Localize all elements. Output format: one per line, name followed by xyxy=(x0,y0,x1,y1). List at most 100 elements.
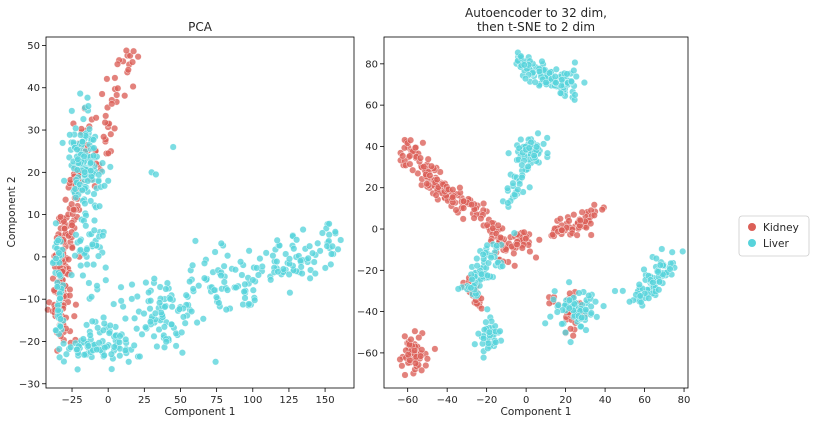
tsne-point-liver xyxy=(567,338,575,346)
tsne-point-kidney xyxy=(480,200,488,208)
tsne-point-kidney xyxy=(569,332,577,340)
pca-point-kidney xyxy=(103,75,111,83)
tsne-point-kidney xyxy=(578,208,586,216)
tsne-point-liver xyxy=(533,143,541,151)
tsne-point-liver xyxy=(563,70,571,78)
tsne-point-liver xyxy=(656,261,664,269)
pca-point-liver xyxy=(72,231,80,239)
pca-x-tick-label: 50 xyxy=(174,395,187,406)
pca-point-liver xyxy=(249,276,257,284)
pca-point-liver xyxy=(84,177,92,185)
pca-point-liver xyxy=(121,347,129,355)
pca-point-liver xyxy=(168,303,176,311)
pca-point-liver xyxy=(56,353,64,361)
pca-point-liver xyxy=(267,276,275,284)
pca-y-tick-label: 0 xyxy=(34,252,40,263)
pca-point-kidney xyxy=(98,90,106,98)
pca-point-liver xyxy=(297,263,305,271)
tsne-point-liver xyxy=(538,57,546,65)
tsne-point-liver xyxy=(619,287,627,295)
pca-point-kidney xyxy=(108,100,116,108)
tsne-point-kidney xyxy=(598,206,606,214)
tsne-point-liver xyxy=(546,313,554,321)
pca-point-liver xyxy=(168,320,176,328)
pca-point-liver xyxy=(285,270,293,278)
tsne-point-kidney xyxy=(452,206,460,214)
pca-point-liver xyxy=(274,268,282,276)
pca-y-axis-label: Component 2 xyxy=(6,177,18,248)
pca-point-liver xyxy=(68,271,76,279)
pca-point-liver xyxy=(52,254,60,262)
tsne-point-kidney xyxy=(414,169,422,177)
tsne-point-liver xyxy=(543,134,551,142)
pca-point-liver xyxy=(156,299,164,307)
tsne-point-kidney xyxy=(587,231,595,239)
tsne-point-kidney xyxy=(470,214,478,222)
tsne-point-liver xyxy=(544,149,552,157)
tsne-point-liver xyxy=(649,279,657,287)
pca-point-liver xyxy=(93,346,101,354)
tsne-y-axis: −60 −40 −20 0 20 40 60 80 xyxy=(357,59,384,359)
pca-point-liver xyxy=(73,346,81,354)
pca-point-liver xyxy=(325,231,333,239)
pca-point-liver xyxy=(95,202,103,210)
tsne-point-liver xyxy=(493,242,501,250)
tsne-point-kidney xyxy=(526,247,534,255)
tsne-x-tick-label: 80 xyxy=(678,395,691,406)
tsne-point-liver xyxy=(626,298,634,306)
pca-point-kidney xyxy=(130,47,138,55)
pca-point-liver xyxy=(152,170,160,178)
tsne-point-kidney xyxy=(570,211,578,219)
tsne-point-liver xyxy=(565,278,573,286)
pca-point-liver xyxy=(161,303,169,311)
pca-point-liver xyxy=(182,291,190,299)
pca-point-kidney xyxy=(124,66,132,74)
pca-point-liver xyxy=(282,250,290,258)
pca-x-tick-label: 25 xyxy=(138,395,151,406)
pca-point-liver xyxy=(337,236,345,244)
legend-label-liver: Liver xyxy=(763,238,789,250)
pca-point-liver xyxy=(138,330,146,338)
pca-point-liver xyxy=(100,182,108,190)
pca-point-liver xyxy=(217,239,225,247)
tsne-title-line: Autoencoder to 32 dim, xyxy=(465,6,607,20)
tsne-point-liver xyxy=(656,278,664,286)
tsne-point-kidney xyxy=(409,166,417,174)
pca-point-kidney xyxy=(134,53,142,61)
tsne-point-kidney xyxy=(411,347,419,355)
pca-point-liver xyxy=(81,199,89,207)
legend-marker-kidney xyxy=(748,223,756,231)
tsne-point-liver xyxy=(635,281,643,289)
pca-point-liver xyxy=(76,90,84,98)
pca-x-tick-label: 75 xyxy=(210,395,223,406)
tsne-point-liver xyxy=(498,262,506,270)
tsne-panel: Autoencoder to 32 dim, then t-SNE to 2 di… xyxy=(357,6,691,418)
pca-point-liver xyxy=(286,255,294,263)
tsne-point-liver xyxy=(471,340,479,348)
pca-point-liver xyxy=(100,314,108,322)
pca-point-liver xyxy=(83,245,91,253)
pca-point-liver xyxy=(94,252,102,260)
pca-point-liver xyxy=(146,318,154,326)
pca-y-tick-label: 40 xyxy=(27,83,40,94)
tsne-point-liver xyxy=(492,338,500,346)
pca-point-liver xyxy=(311,270,319,278)
tsne-point-kidney xyxy=(406,160,414,168)
pca-x-axis: −25 0 25 50 75 100 125 150 xyxy=(61,388,335,406)
tsne-point-kidney xyxy=(406,152,414,160)
pca-point-liver xyxy=(212,293,220,301)
pca-point-liver xyxy=(56,294,64,302)
pca-point-liver xyxy=(217,271,225,279)
tsne-x-tick-label: 40 xyxy=(599,395,612,406)
pca-point-kidney xyxy=(62,196,70,204)
pca-point-kidney xyxy=(113,60,121,68)
pca-point-liver xyxy=(334,245,342,253)
pca-point-liver xyxy=(87,167,95,175)
pca-point-liver xyxy=(178,349,186,357)
tsne-point-kidney xyxy=(407,136,415,144)
tsne-point-liver xyxy=(517,52,525,60)
tsne-point-liver xyxy=(611,287,619,295)
tsne-point-liver xyxy=(552,65,560,73)
pca-point-liver xyxy=(298,270,306,278)
pca-point-liver xyxy=(90,226,98,234)
